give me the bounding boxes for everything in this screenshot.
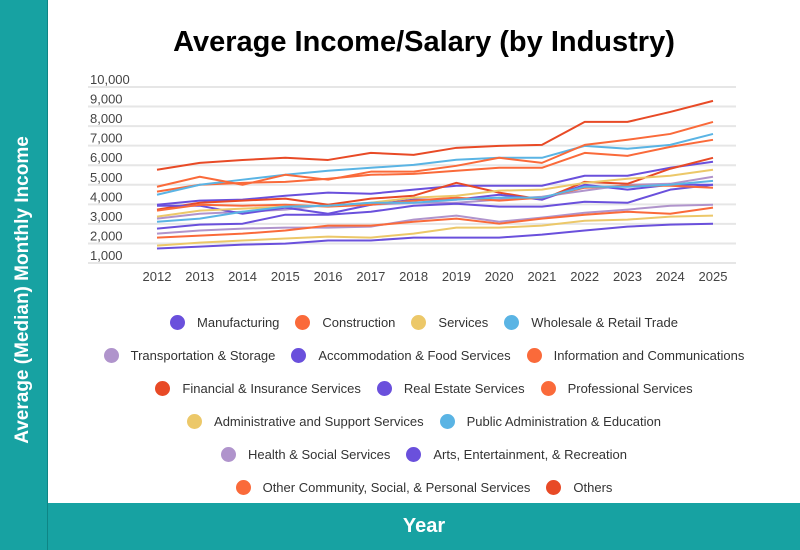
legend-label: Others — [573, 480, 613, 495]
series-line-other-community-social-personal-services — [156, 206, 714, 239]
legend-label: Health & Social Services — [248, 447, 391, 462]
series-line-accommodation-food-services — [156, 183, 714, 230]
legend-item: Accommodation & Food Services — [291, 348, 511, 363]
series-line-arts-entertainment-recreation — [156, 222, 714, 250]
y-tick-label: 7,000 — [90, 131, 123, 146]
x-tick-label: 2012 — [143, 269, 172, 284]
legend-label: Public Administration & Education — [466, 414, 661, 429]
series-line-information-and-communications — [156, 120, 714, 188]
legend-item: Other Community, Social, & Personal Serv… — [235, 480, 531, 495]
legend-item: Financial & Insurance Services — [155, 381, 361, 396]
series-line-services — [156, 214, 714, 247]
y-tick-label: 8,000 — [90, 111, 123, 126]
y-tick-label: 6,000 — [90, 150, 123, 165]
legend-row: Administrative and Support Services Publi… — [48, 405, 800, 438]
series-line-others — [156, 99, 714, 171]
y-axis-label-bar: Average (Median) Monthly Income — [0, 0, 48, 550]
x-tick-label: 2018 — [399, 269, 428, 284]
x-tick-label: 2025 — [699, 269, 728, 284]
legend-dot-icon — [540, 381, 556, 396]
legend-label: Information and Communications — [553, 348, 745, 363]
legend-dot-icon — [187, 414, 203, 429]
series-line-health-social-services — [156, 203, 714, 235]
legend-item: Arts, Entertainment, & Recreation — [406, 447, 627, 462]
y-tick-label: 1,000 — [90, 248, 123, 263]
legend-row: Other Community, Social, & Personal Serv… — [48, 471, 800, 504]
x-tick-label: 2024 — [656, 269, 685, 284]
legend-item: Construction — [295, 315, 395, 330]
series-line-wholesale-retail-trade — [156, 132, 714, 196]
y-tick-label: 9,000 — [90, 92, 123, 107]
x-tick-label: 2021 — [527, 269, 556, 284]
legend-item: Information and Communications — [526, 348, 745, 363]
legend-item: Services — [411, 315, 488, 330]
legend-row: Transportation & Storage Accommodation & … — [48, 339, 800, 372]
chart-title: Average Income/Salary (by Industry) — [173, 26, 675, 58]
series-line-manufacturing — [156, 160, 714, 206]
legend-item: Administrative and Support Services — [187, 414, 424, 429]
series-line-financial-insurance-services — [156, 156, 714, 211]
legend-item: Health & Social Services — [221, 447, 390, 462]
legend-label: Professional Services — [567, 381, 693, 396]
line-chart: 1,000 2,000 3,000 4,000 5,000 6,000 7,000 8,000… — [88, 72, 736, 284]
x-tick-label: 2019 — [442, 269, 471, 284]
legend-label: Wholesale & Retail Trade — [531, 315, 678, 330]
legend-item: Professional Services — [540, 381, 693, 396]
legend-dot-icon — [504, 315, 520, 330]
legend-label: Construction — [322, 315, 396, 330]
series-line-public-administration-education — [156, 179, 714, 223]
y-tick-label: 4,000 — [90, 189, 123, 204]
legend-dot-icon — [376, 381, 392, 396]
legend-label: Financial & Insurance Services — [182, 381, 361, 396]
legend-dot-icon — [155, 381, 171, 396]
legend-label: Services — [438, 315, 489, 330]
series-line-administrative-and-support-services — [156, 168, 714, 218]
legend-dot-icon — [235, 480, 251, 495]
y-tick-label: 10,000 — [90, 72, 130, 87]
legend-dot-icon — [526, 348, 542, 363]
x-tick-label: 2013 — [185, 269, 214, 284]
legend-row: Manufacturing Construction Services Wholesa… — [48, 306, 800, 339]
legend-item: Transportation & Storage — [103, 348, 276, 363]
legend-item: Others — [546, 480, 612, 495]
legend-dot-icon — [170, 315, 186, 330]
x-tick-label: 2016 — [314, 269, 343, 284]
x-tick-label: 2014 — [228, 269, 257, 284]
legend-item: Public Administration & Education — [439, 414, 661, 429]
legend-label: Transportation & Storage — [130, 348, 276, 363]
y-tick-label: 3,000 — [90, 209, 123, 224]
legend-dot-icon — [406, 447, 422, 462]
legend-item: Manufacturing — [170, 315, 279, 330]
legend-dot-icon — [291, 348, 307, 363]
legend-label: Real Estate Services — [403, 381, 525, 396]
legend-label: Accommodation & Food Services — [318, 348, 511, 363]
legend-dot-icon — [103, 348, 119, 363]
legend-dot-icon — [295, 315, 311, 330]
legend-dot-icon — [439, 414, 455, 429]
y-tick-label: 2,000 — [90, 228, 123, 243]
x-tick-label: 2022 — [570, 269, 599, 284]
x-tick-label: 2015 — [271, 269, 300, 284]
legend-row: Financial & Insurance Services Real Estat… — [48, 372, 800, 405]
x-tick-label: 2020 — [485, 269, 514, 284]
legend-dot-icon — [221, 447, 236, 462]
x-tick-label: 2017 — [356, 269, 385, 284]
x-axis-label: Year — [402, 515, 446, 537]
legend-dot-icon — [546, 480, 562, 495]
legend-label: Manufacturing — [197, 315, 280, 330]
legend-label: Arts, Entertainment, & Recreation — [433, 447, 627, 462]
legend-item: Wholesale & Retail Trade — [504, 315, 678, 330]
x-axis-label-bar: Year — [48, 503, 800, 550]
legend-label: Administrative and Support Services — [214, 414, 424, 429]
legend-dot-icon — [411, 315, 427, 330]
legend-row: Health & Social Services Arts, Entertainm… — [48, 438, 800, 471]
x-tick-label: 2023 — [613, 269, 642, 284]
legend-item: Real Estate Services — [376, 381, 525, 396]
y-tick-label: 5,000 — [90, 170, 123, 185]
legend: Manufacturing Construction Services Wholesa… — [48, 306, 800, 504]
legend-label: Other Community, Social, & Personal Serv… — [262, 480, 531, 495]
